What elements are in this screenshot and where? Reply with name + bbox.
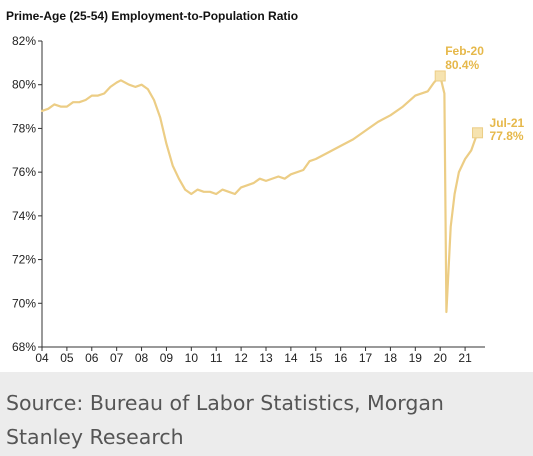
x-tick-label: 12 [234, 351, 248, 365]
x-tick-label: 13 [259, 351, 273, 365]
x-tick-label: 20 [434, 351, 448, 365]
x-tick-label: 09 [160, 351, 174, 365]
x-tick-label: 11 [210, 351, 223, 365]
y-tick-label: 80% [12, 78, 36, 92]
x-tick-label: 17 [359, 351, 373, 365]
annotation-date-label: Jul-21 [490, 116, 525, 130]
y-tick-label: 72% [12, 253, 36, 267]
y-tick-label: 78% [12, 121, 36, 135]
annotation-marker [472, 127, 484, 139]
x-tick-label: 14 [284, 351, 298, 365]
x-tick-label: 06 [85, 351, 99, 365]
line-chart: 82% 80% 78% 76% 74% 72% 70% 68%04 05 06 07 08 09 10 11… [12, 34, 525, 365]
y-tick-label: 70% [12, 296, 36, 310]
annotation-date-label: Feb-20 [445, 44, 484, 58]
chart-title: Prime-Age (25-54) Employment-to-Populati… [6, 9, 299, 23]
y-tick-label: 68% [12, 340, 36, 354]
x-tick-label: 18 [384, 351, 398, 365]
x-tick-label: 04 [35, 351, 49, 365]
x-tick-label: 05 [60, 351, 74, 365]
series-line [40, 74, 479, 314]
x-tick-label: 07 [110, 351, 124, 365]
annotation-value-label: 77.8% [490, 129, 524, 143]
annotation-value-label: 80.4% [445, 58, 479, 72]
source-caption: Source: Bureau of Labor Statistics, Morg… [6, 391, 444, 449]
chart-panel: 82% 80% 78% 76% 74% 72% 70% 68% 04 05 06 07 08 09 10 11… [0, 0, 533, 372]
y-tick-label: 76% [12, 165, 36, 179]
x-tick-label: 15 [309, 351, 323, 365]
x-tick-label: 16 [334, 351, 348, 365]
annotation-marker [434, 70, 446, 82]
y-tick-label: 74% [12, 209, 36, 223]
x-tick-label: 19 [409, 351, 423, 365]
y-tick-label: 82% [12, 34, 36, 48]
x-tick-label: 21 [458, 351, 472, 365]
x-tick-label: 10 [185, 351, 199, 365]
x-tick-label: 08 [135, 351, 149, 365]
